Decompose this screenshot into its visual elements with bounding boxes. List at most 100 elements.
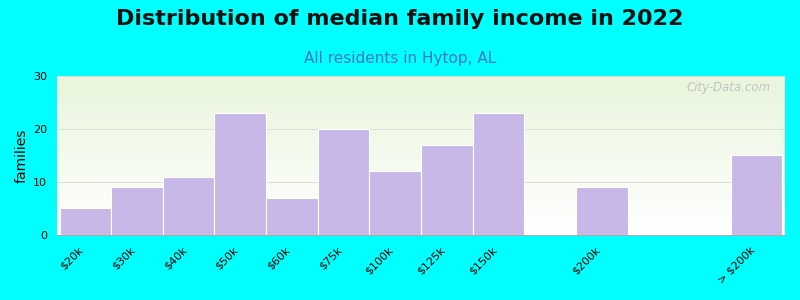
Bar [57, 146, 785, 147]
Bar [57, 129, 785, 130]
Bar [57, 88, 785, 89]
Bar [57, 116, 785, 117]
Bar [57, 133, 785, 134]
Bar [57, 140, 785, 141]
Bar [59, 208, 111, 235]
Bar [57, 101, 785, 102]
Bar [57, 112, 785, 113]
Bar [57, 119, 785, 120]
Bar [57, 139, 785, 140]
Bar [57, 178, 785, 179]
Bar [576, 187, 627, 235]
Bar [57, 193, 785, 194]
Bar [57, 118, 785, 119]
Bar [57, 158, 785, 159]
Bar [57, 136, 785, 137]
Bar [57, 157, 785, 158]
Bar [57, 96, 785, 97]
Bar [57, 229, 785, 230]
Bar [57, 150, 785, 151]
Bar [57, 221, 785, 222]
Bar [57, 147, 785, 148]
Bar [473, 113, 524, 235]
Bar [57, 117, 785, 118]
Bar [421, 145, 473, 235]
Bar [57, 187, 785, 188]
Bar [57, 173, 785, 174]
Bar [57, 145, 785, 146]
Bar [57, 220, 785, 221]
Bar [57, 156, 785, 157]
Bar [57, 196, 785, 197]
Text: All residents in Hytop, AL: All residents in Hytop, AL [304, 51, 496, 66]
Bar [57, 183, 785, 184]
Bar [57, 104, 785, 105]
Bar [57, 80, 785, 81]
Bar [57, 165, 785, 166]
Bar [57, 99, 785, 100]
Bar [57, 149, 785, 150]
Bar [57, 76, 785, 77]
Bar [57, 97, 785, 98]
Bar [57, 194, 785, 195]
Bar [57, 212, 785, 213]
Bar [57, 197, 785, 198]
Bar [57, 128, 785, 129]
Bar [57, 171, 785, 172]
Text: Distribution of median family income in 2022: Distribution of median family income in … [116, 9, 684, 29]
Bar [266, 198, 318, 235]
Bar [57, 223, 785, 224]
Bar [57, 144, 785, 145]
Bar [57, 211, 785, 212]
Bar [57, 123, 785, 124]
Bar [57, 167, 785, 168]
Bar [57, 205, 785, 206]
Bar [57, 142, 785, 143]
Bar [214, 113, 266, 235]
Bar [57, 202, 785, 203]
Bar [57, 213, 785, 214]
Bar [57, 102, 785, 103]
Bar [57, 114, 785, 115]
Bar [57, 228, 785, 229]
Bar [57, 184, 785, 185]
Bar [57, 200, 785, 201]
Bar [57, 86, 785, 87]
Bar [57, 90, 785, 91]
Bar [57, 132, 785, 133]
Bar [57, 191, 785, 192]
Bar [57, 226, 785, 227]
Bar [57, 153, 785, 154]
Bar [57, 113, 785, 114]
Bar [57, 174, 785, 175]
Bar [57, 216, 785, 217]
Bar [57, 175, 785, 176]
Bar [57, 124, 785, 125]
Bar [57, 179, 785, 180]
Bar [57, 138, 785, 139]
Bar [57, 162, 785, 163]
Bar [57, 164, 785, 165]
Bar [57, 166, 785, 167]
Bar [57, 224, 785, 225]
Bar [57, 160, 785, 161]
Bar [57, 108, 785, 109]
Bar [57, 78, 785, 79]
Bar [57, 210, 785, 211]
Y-axis label: families: families [15, 128, 29, 182]
Bar [57, 214, 785, 215]
Bar [111, 187, 163, 235]
Bar [57, 222, 785, 223]
Bar [57, 234, 785, 235]
Bar [57, 199, 785, 200]
Bar [57, 198, 785, 199]
Bar [57, 232, 785, 233]
Bar [57, 188, 785, 189]
Bar [57, 203, 785, 204]
Bar [57, 163, 785, 164]
Bar [57, 172, 785, 173]
Bar [57, 143, 785, 144]
Bar [57, 84, 785, 85]
Bar [57, 180, 785, 181]
Bar [318, 129, 370, 235]
